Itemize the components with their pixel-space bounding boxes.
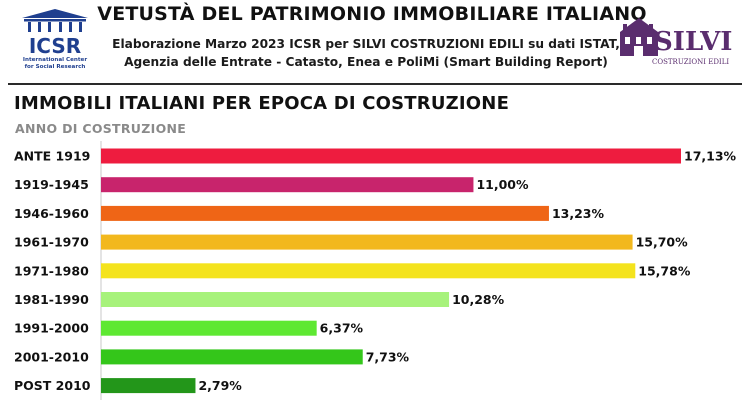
category-label: 1981-1990 [14,292,89,307]
silvi-logo-caption: COSTRUZIONI EDILI [652,58,729,66]
category-axis-title: ANNO DI COSTRUZIONE [15,121,187,136]
report-header: ICSR International Center for Social Res… [0,0,750,86]
data-label: 2,79% [198,378,242,393]
bar [101,177,474,193]
icsr-logo-caption-1: International Center [23,57,87,63]
category-label: ANTE 1919 [14,149,90,164]
bar [101,349,363,365]
data-label: 11,00% [476,177,529,192]
bar [101,205,549,221]
category-label: 1961-1970 [14,235,89,250]
bar [101,320,317,336]
page-subtitle-line-2: Agenzia delle Entrate - Catasto, Enea e … [124,55,608,69]
icsr-logo: ICSR International Center for Social Res… [22,9,88,70]
silvi-logo: SILVI COSTRUZIONI EDILI [620,18,732,66]
category-label: 1991-2000 [14,321,89,336]
data-label: 10,28% [452,292,505,307]
data-label: 15,70% [636,235,689,250]
page-subtitle-line-1: Elaborazione Marzo 2023 ICSR per SILVI C… [112,37,620,51]
data-label: 17,13% [684,149,737,164]
bar [101,378,196,394]
data-label: 13,23% [552,206,605,221]
icsr-logo-caption-2: for Social Research [25,64,86,70]
bar [101,292,450,307]
icsr-logo-wordmark: ICSR [29,34,81,58]
header-divider [8,83,742,85]
bar [101,263,636,279]
category-label: 1946-1960 [14,206,89,221]
category-label: POST 2010 [14,378,91,393]
bar [101,148,681,164]
category-label: 1919-1945 [14,177,89,192]
chart-title: IMMOBILI ITALIANI PER EPOCA DI COSTRUZIO… [14,93,510,114]
data-label: 15,78% [638,263,691,278]
data-label: 7,73% [366,349,410,364]
silvi-logo-wordmark: SILVI [654,27,732,57]
category-label: 1971-1980 [14,263,89,278]
data-label: 6,37% [320,321,364,336]
category-label: 2001-2010 [14,349,89,364]
bar [101,234,633,250]
page-title: VETUSTÀ DEL PATRIMONIO IMMOBILIARE ITALI… [97,3,647,25]
